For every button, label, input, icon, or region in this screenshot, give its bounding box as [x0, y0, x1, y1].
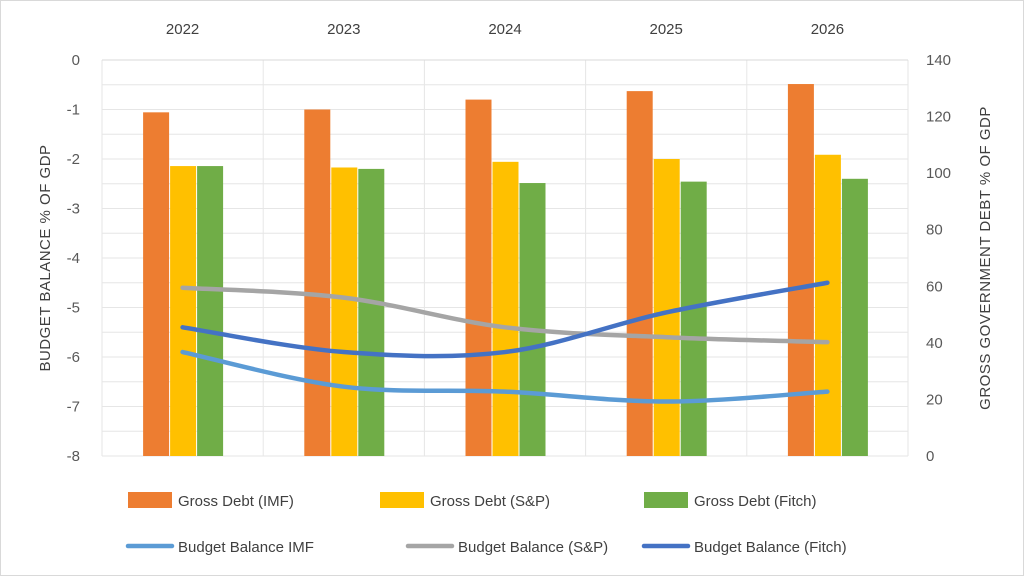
left-axis-title: BUDGET BALANCE % OF GDP: [37, 144, 54, 371]
legend-label: Gross Debt (Fitch): [694, 493, 817, 510]
left-axis-tick: -5: [67, 300, 80, 317]
left-axis-tick: -1: [67, 102, 80, 119]
left-axis-tick: -8: [67, 448, 80, 465]
bar-2-4: [841, 178, 868, 457]
legend-label: Budget Balance (Fitch): [694, 539, 847, 556]
bar-1-0: [170, 166, 197, 457]
bar-2-2: [519, 183, 546, 457]
right-axis-tick: 80: [926, 222, 943, 239]
legend-label: Budget Balance (S&P): [458, 539, 608, 556]
left-axis-tick: 0: [72, 52, 80, 69]
left-axis-tick: -4: [67, 250, 80, 267]
bar-0-2: [465, 99, 492, 456]
legend-swatch: [644, 492, 688, 508]
right-axis-tick: 20: [926, 391, 943, 408]
bar-1-3: [653, 159, 680, 456]
bar-2-1: [358, 168, 385, 456]
line-series-2: [180, 280, 830, 359]
right-axis-tick: 140: [926, 52, 951, 69]
category-label: 2022: [166, 21, 199, 38]
bar-0-0: [143, 112, 170, 456]
category-label: 2025: [650, 21, 683, 38]
bar-1-2: [492, 161, 519, 457]
bar-0-3: [626, 91, 653, 456]
bar-2-0: [197, 166, 224, 457]
right-axis-tick: 60: [926, 278, 943, 295]
right-axis-tick: 120: [926, 109, 951, 126]
bar-1-1: [331, 167, 358, 456]
line-series-0: [180, 349, 830, 404]
legend-label: Gross Debt (IMF): [178, 493, 294, 510]
line-series-1: [180, 285, 830, 345]
bar-2-3: [680, 181, 707, 456]
legend-label: Budget Balance IMF: [178, 539, 314, 556]
legend-swatch: [380, 492, 424, 508]
bar-1-4: [814, 154, 841, 456]
bar-0-1: [304, 109, 331, 456]
category-label: 2024: [488, 21, 521, 38]
legend-label: Gross Debt (S&P): [430, 493, 550, 510]
bar-0-4: [787, 84, 814, 457]
category-label: 2023: [327, 21, 360, 38]
right-axis-tick: 0: [926, 448, 934, 465]
category-label: 2026: [811, 21, 844, 38]
left-axis-tick: -7: [67, 399, 80, 416]
left-axis-tick: -3: [67, 201, 80, 218]
right-axis-title: GROSS GOVERNMENT DEBT % OF GDP: [977, 106, 994, 410]
legend-swatch: [128, 492, 172, 508]
left-axis-tick: -2: [67, 151, 80, 168]
right-axis-tick: 40: [926, 335, 943, 352]
right-axis-tick: 100: [926, 165, 951, 182]
left-axis-tick: -6: [67, 349, 80, 366]
